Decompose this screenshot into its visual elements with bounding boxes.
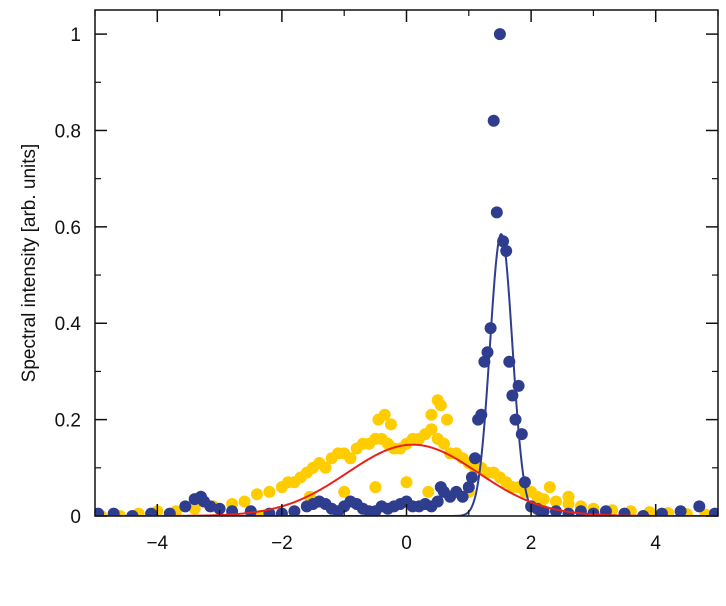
fit-curve	[95, 232, 718, 516]
data-point	[493, 28, 506, 41]
data-point	[251, 488, 263, 501]
data-point	[238, 495, 251, 508]
data-point	[95, 507, 105, 516]
y-tick-label: 0.4	[55, 314, 82, 335]
y-axis-title: Spectral intensity [arb. units]	[19, 144, 40, 383]
data-point	[434, 399, 447, 412]
data-point	[487, 114, 500, 127]
data-point	[213, 502, 226, 515]
data-point	[107, 507, 120, 516]
data-point	[693, 500, 706, 513]
data-point	[288, 505, 301, 516]
data-point	[441, 413, 453, 426]
data-point	[655, 507, 668, 516]
data-point	[550, 495, 562, 508]
data-point	[509, 413, 522, 426]
data-point	[708, 507, 718, 516]
data-point	[478, 355, 491, 368]
data-point	[400, 476, 413, 489]
y-tick-label: 0	[70, 507, 81, 528]
data-point	[145, 507, 158, 516]
data-point	[126, 510, 139, 516]
data-point	[163, 507, 176, 516]
data-point	[618, 507, 631, 516]
x-tick-label: 2	[526, 533, 537, 554]
data-point	[469, 452, 481, 465]
data-point	[465, 471, 478, 484]
data-point	[562, 490, 575, 503]
x-tick-label: 0	[401, 533, 412, 554]
ticks-layer: −4 −2 0 2 4 0 0.2 0.4 0.6 0.8 1	[55, 10, 719, 554]
data-point	[319, 461, 332, 474]
data-point	[425, 423, 438, 436]
data-point	[369, 481, 382, 494]
x-tick-label: −2	[271, 533, 293, 554]
data-point	[500, 245, 513, 257]
data-point	[263, 485, 276, 498]
y-tick-label: 0.6	[55, 218, 81, 239]
x-tick-label: −4	[146, 533, 168, 554]
data-point	[204, 500, 217, 513]
x-tick-label: 4	[650, 533, 661, 554]
data-point	[188, 502, 201, 515]
data-point	[599, 505, 612, 516]
data-point	[674, 505, 687, 516]
data-point	[503, 355, 516, 368]
y-tick-label: 0.8	[55, 121, 81, 142]
data-point	[543, 481, 556, 494]
data-point	[462, 481, 475, 494]
data-point	[344, 452, 357, 465]
data-point	[537, 493, 550, 506]
data-point	[179, 500, 192, 513]
data-point	[637, 510, 650, 516]
data-point	[384, 418, 397, 431]
data-point	[378, 408, 391, 421]
data-point	[425, 408, 438, 421]
data-point	[431, 495, 444, 508]
data-point	[422, 485, 435, 498]
data-point	[562, 507, 575, 516]
data-point	[456, 490, 469, 503]
data-point	[490, 206, 503, 219]
y-tick-label: 0.2	[55, 411, 81, 432]
y-tick-label: 1	[70, 25, 81, 46]
data-point	[481, 346, 494, 359]
data-point	[338, 485, 351, 498]
data-layer	[95, 28, 718, 516]
data-point	[437, 437, 450, 450]
